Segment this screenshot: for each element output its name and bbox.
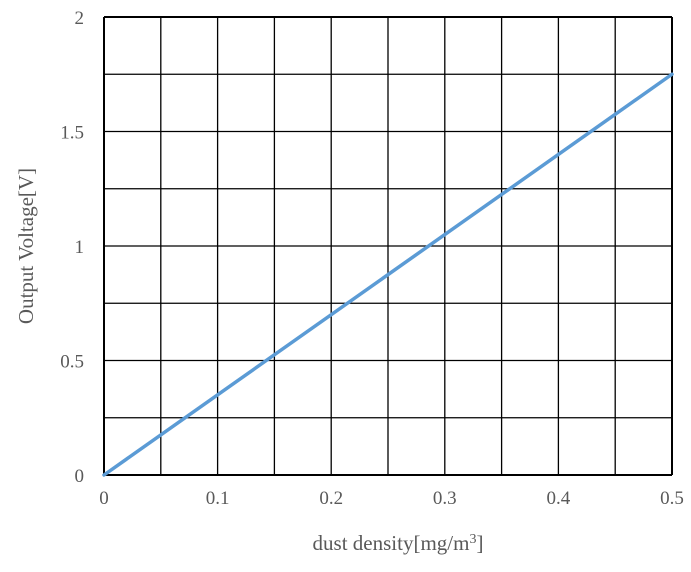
x-tick-label: 0.4 xyxy=(547,488,571,509)
y-tick-label: 1 xyxy=(75,237,85,258)
x-axis-title-main: dust density[mg/m xyxy=(313,531,470,555)
x-tick-labels: 0 0.1 0.2 0.3 0.4 0.5 xyxy=(99,488,684,509)
x-tick-label: 0.2 xyxy=(319,488,343,509)
series-layer xyxy=(102,72,674,477)
x-tick-label: 0.5 xyxy=(660,488,684,509)
y-tick-label: 0.5 xyxy=(60,352,84,373)
grid xyxy=(103,16,673,476)
x-axis-title-close: ] xyxy=(476,531,483,555)
y-tick-label: 0 xyxy=(75,466,85,487)
y-tick-labels: 0 0.5 1 1.5 2 xyxy=(60,8,84,487)
x-tick-label: 0 xyxy=(99,488,109,509)
x-tick-label: 0.1 xyxy=(206,488,230,509)
y-tick-label: 1.5 xyxy=(60,123,84,144)
x-tick-label: 0.3 xyxy=(433,488,457,509)
x-axis-title-sup: 3 xyxy=(469,532,476,547)
y-tick-label: 2 xyxy=(75,8,85,29)
y-axis-title: Output Voltage[V] xyxy=(14,168,38,324)
x-axis-title: dust density[mg/m3] xyxy=(313,531,484,555)
series-line xyxy=(102,72,674,477)
